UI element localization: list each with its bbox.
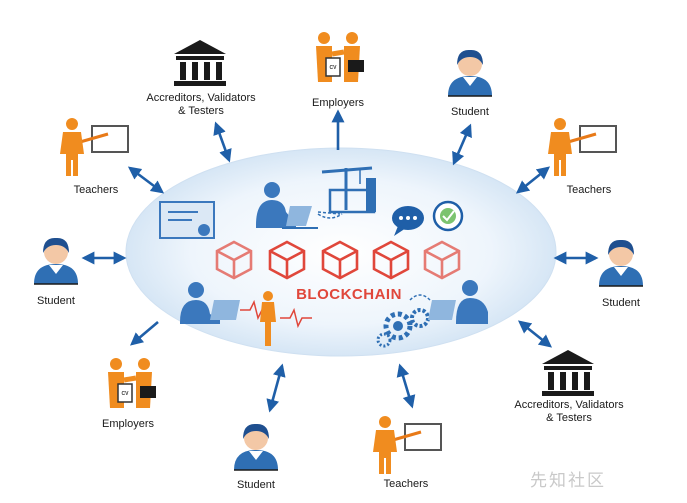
arrow-student-top-right <box>452 123 472 166</box>
label-student-right: Student <box>602 297 640 309</box>
central-ellipse <box>125 147 557 357</box>
student-icon <box>598 239 644 287</box>
certificate-icon <box>159 201 215 239</box>
teacher-icon <box>371 414 443 476</box>
handshake-cv-icon <box>108 358 156 408</box>
arrow-teachers-bottom <box>396 363 416 409</box>
label-accreditors-top: Accreditors, Validators & Testers <box>140 92 262 118</box>
human-body-icon <box>260 291 312 346</box>
label-student-bottom: Student <box>237 479 275 491</box>
person-monitor-icon <box>180 282 274 324</box>
verified-badge-icon <box>432 200 464 232</box>
bank-icon <box>542 350 594 396</box>
watermark: 先知社区 <box>530 471 606 491</box>
label-accreditors-bottom-right: Accreditors, Validators & Testers <box>506 399 632 425</box>
arrow-employers-bottom-left <box>130 321 159 346</box>
connection-arrows <box>81 109 599 413</box>
bank-icon <box>174 40 226 86</box>
teacher-icon <box>546 116 618 178</box>
label-student-left: Student <box>37 295 75 307</box>
label-line: & Testers <box>546 412 592 424</box>
arrow-teachers-top-right <box>515 166 551 194</box>
label-teachers-top-left: Teachers <box>73 184 119 196</box>
arrow-student-bottom <box>266 363 286 413</box>
arrow-teachers-top-left <box>127 166 165 194</box>
label-employers-top: Employers <box>312 97 364 109</box>
teacher-icon <box>58 116 130 178</box>
blockchain-title: BLOCKCHAIN <box>296 286 402 303</box>
chat-bubble-icon <box>392 206 424 236</box>
person-desk-icon <box>409 280 488 324</box>
student-icon <box>233 423 279 471</box>
student-icon <box>447 49 493 97</box>
person-laptop-icon <box>256 182 318 229</box>
arrow-accreditors-top <box>213 121 232 163</box>
label-teachers-top-right: Teachers <box>566 184 612 196</box>
label-line: Accreditors, Validators <box>514 399 624 411</box>
handshake-cv-icon <box>316 32 364 82</box>
student-icon <box>33 237 79 285</box>
label-line: Accreditors, Validators <box>146 92 256 104</box>
label-teachers-bottom: Teachers <box>383 478 429 490</box>
label-line: & Testers <box>178 105 224 117</box>
crane-factory-icon <box>317 166 376 219</box>
gears-icon <box>376 308 430 348</box>
label-student-top-right: Student <box>451 106 489 118</box>
label-employers-bottom-left: Employers <box>102 418 154 430</box>
arrow-accreditors-bottom-right <box>517 320 553 348</box>
